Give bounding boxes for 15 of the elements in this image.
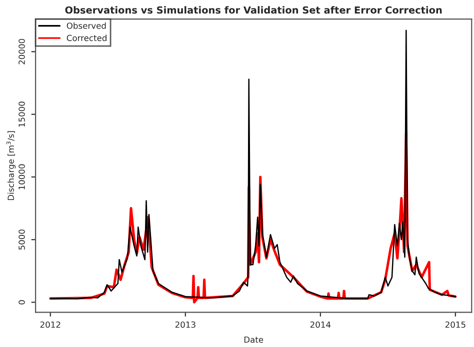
x-tick-label: 2012 xyxy=(40,321,60,328)
legend-label: Observed xyxy=(66,22,106,29)
y-tick-label: 10000 xyxy=(18,164,25,190)
y-tick-label: 15000 xyxy=(18,102,25,127)
x-axis-title: Date xyxy=(244,336,264,343)
x-tick-label: 2015 xyxy=(445,321,466,328)
x-tick-label: 2013 xyxy=(175,321,196,328)
legend-label: Corrected xyxy=(66,34,106,42)
y-axis-title: Discharge [m$^{3}$/s] xyxy=(6,131,16,200)
y-tick-label: 0 xyxy=(18,300,25,304)
line-series xyxy=(50,30,456,300)
chart-title: Observations vs Simulations for Validation Set after Error Correction xyxy=(65,6,442,14)
y-tick-label: 20000 xyxy=(18,38,25,64)
x-tick-label: 2014 xyxy=(310,321,331,328)
y-tick-label: 5000 xyxy=(18,230,25,250)
